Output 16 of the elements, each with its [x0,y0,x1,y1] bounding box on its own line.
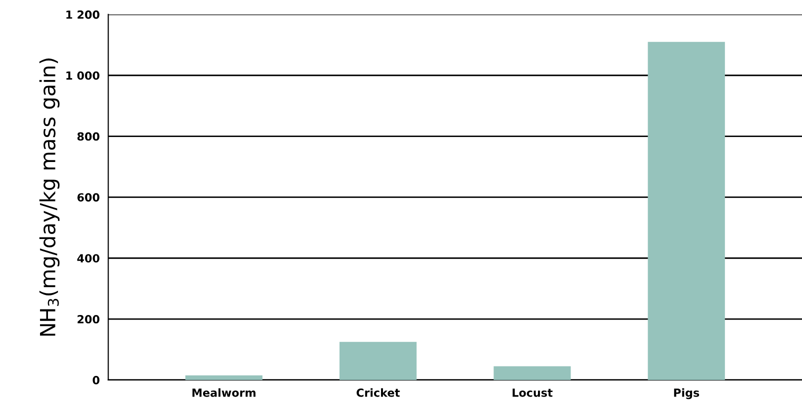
bar [340,342,417,380]
y-axis-title: NH$_{3}$(mg/day/kg mass gain) [39,58,60,336]
x-tick-label: Locust [512,388,553,397]
y-tick-label: 200 [78,315,100,324]
y-tick-label: 1 200 [66,10,100,19]
y-tick-label: 0 [92,376,100,384]
y-tick-label: 400 [77,254,100,263]
y-tick-label: 1 000 [66,71,100,80]
y-tick-label: 800 [77,132,100,141]
bar [648,42,725,380]
bar [494,366,571,380]
x-tick-label: Cricket [356,388,400,397]
bar [185,375,262,380]
y-tick-label: 600 [77,193,100,202]
x-tick-label: Pigs [674,388,700,400]
x-tick-label: Mealworm [192,388,256,397]
